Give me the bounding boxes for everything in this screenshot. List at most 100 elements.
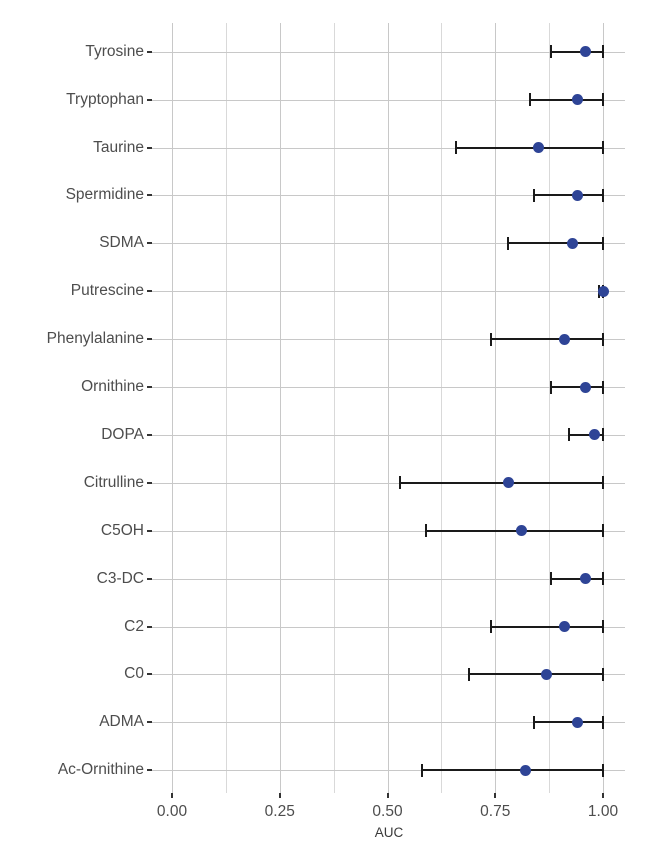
- error-bar-cap-left: [489, 620, 492, 633]
- error-bar-cap-right: [602, 332, 604, 346]
- y-axis-label: Ornithine: [81, 378, 144, 395]
- error-bar-cap-left: [550, 380, 553, 394]
- error-bar: [421, 769, 603, 772]
- data-point: [558, 621, 570, 632]
- error-bar-cap-left: [468, 667, 471, 681]
- data-point: [558, 333, 570, 345]
- data-point: [571, 189, 583, 201]
- error-bar-cap-left: [528, 93, 531, 107]
- data-point: [571, 716, 583, 728]
- gridline-row: [152, 770, 625, 771]
- data-point: [597, 285, 609, 297]
- gridline-major-vertical: [172, 23, 173, 793]
- error-bar-cap-right: [602, 236, 604, 250]
- error-bar-cap-left: [399, 476, 402, 490]
- gridline-minor-vertical: [549, 23, 551, 793]
- error-bar-cap-right: [602, 428, 604, 442]
- plot-panel: [152, 23, 625, 793]
- error-bar: [534, 194, 603, 197]
- error-bar: [551, 577, 603, 580]
- data-point: [580, 573, 592, 585]
- gridline-row: [152, 722, 625, 723]
- error-bar: [400, 481, 603, 484]
- y-axis-tick: [147, 194, 152, 197]
- data-point: [580, 46, 592, 58]
- gridline-row: [152, 674, 625, 675]
- gridline-row: [152, 339, 625, 340]
- gridline-minor-vertical: [225, 23, 227, 793]
- error-bar: [490, 338, 603, 341]
- gridline-minor-vertical: [333, 23, 335, 793]
- data-point: [519, 764, 531, 776]
- y-axis-label: Spermidine: [65, 186, 144, 204]
- error-bar-cap-left: [533, 715, 536, 729]
- y-axis-tick: [147, 433, 152, 436]
- x-axis-tick-label: 0.25: [264, 803, 295, 820]
- error-bar-cap-right: [602, 763, 604, 777]
- error-bar-cap-right: [602, 45, 604, 59]
- y-axis-label: C0: [124, 665, 144, 683]
- error-bar-cap-left: [550, 45, 553, 59]
- gridline-major-vertical: [387, 23, 389, 793]
- y-axis-label: Putrescine: [70, 282, 144, 300]
- y-axis-tick: [147, 577, 152, 580]
- gridline-row: [152, 435, 625, 436]
- error-bar-cap-left: [455, 141, 458, 154]
- error-bar: [508, 242, 603, 245]
- y-axis-tick: [147, 290, 152, 293]
- error-bar-cap-right: [602, 141, 604, 154]
- y-axis-label: Ac-Ornithine: [57, 761, 144, 779]
- gridline-row: [152, 195, 625, 196]
- gridline-major-vertical: [495, 23, 497, 793]
- error-bar: [469, 673, 603, 676]
- error-bar-cap-right: [602, 715, 604, 729]
- gridline-major-vertical: [279, 23, 281, 793]
- y-axis-tick: [147, 338, 152, 341]
- error-bar: [568, 433, 603, 436]
- gridline-row: [152, 627, 625, 628]
- error-bar-cap-left: [489, 332, 492, 346]
- x-axis-tick: [602, 793, 604, 798]
- error-bar: [551, 50, 603, 53]
- y-axis-label: Tryptophan: [66, 90, 144, 108]
- error-bar: [426, 529, 603, 532]
- gridline-row: [152, 579, 625, 580]
- data-point: [580, 381, 592, 393]
- error-bar-cap-right: [602, 620, 604, 633]
- error-bar-cap-right: [602, 667, 604, 681]
- error-bar-cap-left: [425, 524, 428, 538]
- data-point: [567, 237, 579, 249]
- y-axis-label: SDMA: [99, 234, 144, 252]
- x-axis-tick: [278, 793, 281, 798]
- gridline-row: [152, 291, 625, 292]
- error-bar-cap-left: [533, 188, 536, 202]
- gridline-row: [152, 148, 625, 149]
- y-axis-label: Tyrosine: [85, 42, 144, 60]
- data-point: [571, 94, 583, 106]
- y-axis-tick: [147, 386, 152, 388]
- error-bar: [490, 625, 603, 628]
- y-axis-tick: [147, 242, 152, 245]
- error-bar-cap-left: [567, 428, 570, 442]
- y-axis-tick: [147, 481, 152, 484]
- error-bar-cap-right: [602, 572, 604, 586]
- gridline-row: [152, 100, 625, 101]
- y-axis-label: C2: [124, 617, 144, 635]
- gridline-major-vertical: [603, 23, 604, 793]
- y-axis-tick: [147, 769, 152, 772]
- y-axis-label: Taurine: [93, 138, 144, 156]
- error-bar-cap-right: [602, 476, 604, 490]
- error-bar-cap-left: [420, 763, 423, 777]
- y-axis-label: ADMA: [99, 713, 144, 731]
- gridline-row: [152, 52, 625, 53]
- data-point: [532, 142, 544, 153]
- y-axis-label: C5OH: [100, 521, 144, 539]
- error-bar-cap-left: [507, 236, 510, 250]
- error-bar: [551, 386, 603, 388]
- x-axis-tick-label: 0.00: [156, 803, 188, 820]
- data-point: [541, 668, 553, 680]
- y-axis-tick: [147, 529, 152, 532]
- y-axis-tick: [147, 50, 152, 53]
- x-axis-tick: [386, 793, 389, 798]
